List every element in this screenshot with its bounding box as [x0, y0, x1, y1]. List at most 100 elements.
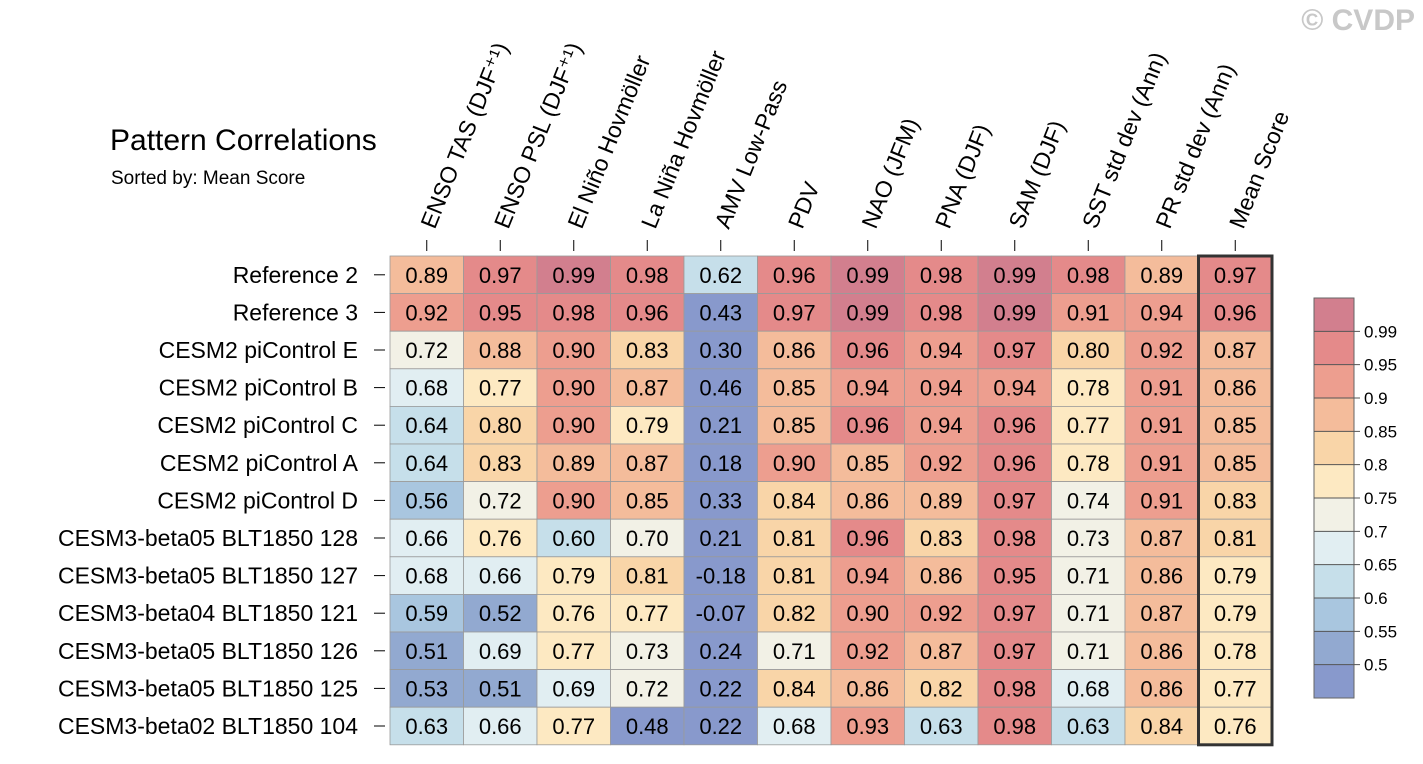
colorbar-label: 0.85: [1364, 422, 1397, 441]
cell-value-label: 0.77: [552, 714, 595, 739]
cell-value-label: 0.72: [479, 488, 522, 513]
heatmap-cell: [463, 556, 538, 595]
cell-value-label: -0.18: [696, 564, 746, 589]
colorbar-segment: [1314, 498, 1354, 532]
heatmap-cell: [757, 669, 832, 708]
heatmap-cell: [463, 368, 538, 407]
cell-value-label: 0.59: [405, 601, 448, 626]
colorbar-label: 0.55: [1364, 622, 1397, 641]
cell-value-label: 0.87: [626, 451, 669, 476]
heatmap-cell: [610, 594, 685, 633]
heatmap-cell: [757, 255, 832, 294]
cell-value-label: 0.77: [1067, 413, 1110, 438]
heatmap-cell: [1051, 293, 1126, 332]
chart-title: Pattern Correlations: [110, 124, 377, 157]
heatmap-cell: [977, 405, 1052, 445]
cell-value-label: 0.97: [773, 300, 816, 325]
cell-value-label: 0.79: [1214, 564, 1257, 589]
cell-value-label: 0.85: [773, 413, 816, 438]
cell-value-label: 0.99: [993, 300, 1036, 325]
cell-value-label: 0.86: [1140, 639, 1183, 664]
colorbar: 0.99 0.95 0.9 0.85 0.8 0.75 0.7 0.65 0.6 0.55 0.5: [1313, 297, 1397, 699]
heatmap-cell: [977, 368, 1052, 407]
cell-value-label: 0.92: [920, 451, 963, 476]
heatmap-cell: [683, 556, 758, 595]
heatmap-cell: [610, 556, 685, 595]
cell-value-label: 0.71: [1067, 639, 1110, 664]
cell-value-label: 0.72: [405, 338, 448, 363]
column-label: SAM (DJF): [1003, 117, 1070, 232]
cell-value-label: 0.85: [846, 451, 889, 476]
cell-value-label: 0.93: [846, 714, 889, 739]
cell-value-label: 0.22: [699, 714, 742, 739]
cell-value-label: 0.89: [920, 488, 963, 513]
heatmap-cell: [904, 669, 979, 708]
cell-value-label: 0.96: [846, 413, 889, 438]
cell-value-label: 0.96: [773, 263, 816, 288]
cell-value-label: 0.78: [1067, 376, 1110, 401]
heatmap-cell: [977, 556, 1052, 595]
cell-value-label: -0.07: [696, 601, 746, 626]
heatmap-cell: [683, 293, 758, 332]
cell-value-label: 0.80: [479, 413, 522, 438]
heatmap-cell: [757, 556, 832, 595]
colorbar-segment: [1314, 431, 1354, 465]
heatmap-cell: [463, 706, 538, 746]
heatmap-cells: 0.89 0.97 0.99 0.98 0.62 0.96 0.99 0.98 0.99 0.98…: [389, 254, 1274, 747]
heatmap-cell: [610, 706, 685, 746]
heatmap-cell: [830, 330, 905, 370]
row-label: CESM2 piControl E: [159, 337, 358, 363]
heatmap-cell: [1198, 368, 1273, 407]
cell-value-label: 0.76: [479, 526, 522, 551]
heatmap-cell: [1198, 669, 1273, 708]
heatmap-cell: [1198, 481, 1273, 520]
cell-value-label: 0.51: [405, 639, 448, 664]
cell-value-label: 0.79: [552, 564, 595, 589]
cell-value-label: 0.83: [1214, 488, 1257, 513]
cell-value-label: 0.63: [1067, 714, 1110, 739]
cell-value-label: 0.63: [405, 714, 448, 739]
cell-value-label: 0.22: [699, 676, 742, 701]
heatmap-cell: [1051, 594, 1126, 633]
heatmap-cell: [1124, 330, 1199, 370]
column-label: PR std dev (Ann): [1150, 60, 1240, 232]
row-label: CESM3-beta05 BLT1850 126: [58, 638, 358, 664]
colorbar-label: 0.6: [1364, 589, 1388, 608]
heatmap-cell: [904, 443, 979, 482]
heatmap-cell: [904, 255, 979, 294]
cell-value-label: 0.84: [1140, 714, 1183, 739]
heatmap-cell: [463, 518, 538, 558]
heatmap-cell: [1198, 631, 1273, 670]
cell-value-label: 0.82: [773, 601, 816, 626]
cell-value-label: 0.87: [1140, 601, 1183, 626]
cell-value-label: 0.70: [626, 526, 669, 551]
colorbar-label: 0.8: [1364, 456, 1388, 475]
column-label: PNA (DJF): [930, 120, 995, 232]
heatmap-cell: [1198, 443, 1273, 482]
cell-value-label: 0.98: [993, 714, 1036, 739]
heatmap-cell: [389, 706, 464, 746]
cell-value-label: 0.91: [1140, 413, 1183, 438]
cell-value-label: 0.91: [1140, 488, 1183, 513]
column-label: El Niño Hovmöller: [562, 51, 655, 232]
row-label: CESM2 piControl B: [159, 375, 358, 401]
colorbar-segment: [1314, 398, 1354, 432]
colorbar-label: 0.99: [1364, 322, 1397, 341]
cell-value-label: 0.63: [920, 714, 963, 739]
cell-value-label: 0.85: [773, 376, 816, 401]
cell-value-label: 0.90: [552, 338, 595, 363]
cell-value-label: 0.69: [479, 639, 522, 664]
cell-value-label: 0.64: [405, 451, 448, 476]
cell-value-label: 0.98: [626, 263, 669, 288]
heatmap-cell: [830, 368, 905, 407]
heatmap-cell: [536, 443, 611, 482]
cell-value-label: 0.90: [773, 451, 816, 476]
cell-value-label: 0.86: [846, 676, 889, 701]
heatmap-cell: [463, 594, 538, 633]
cell-value-label: 0.98: [920, 300, 963, 325]
colorbar-segment: [1314, 464, 1354, 498]
cell-value-label: 0.94: [920, 376, 963, 401]
cell-value-label: 0.92: [920, 601, 963, 626]
heatmap-cell: [830, 443, 905, 482]
heatmap-cell: [830, 293, 905, 332]
